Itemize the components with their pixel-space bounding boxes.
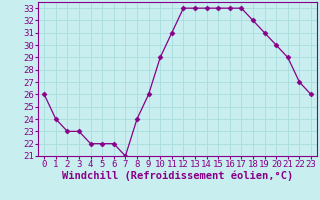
X-axis label: Windchill (Refroidissement éolien,°C): Windchill (Refroidissement éolien,°C) bbox=[62, 171, 293, 181]
